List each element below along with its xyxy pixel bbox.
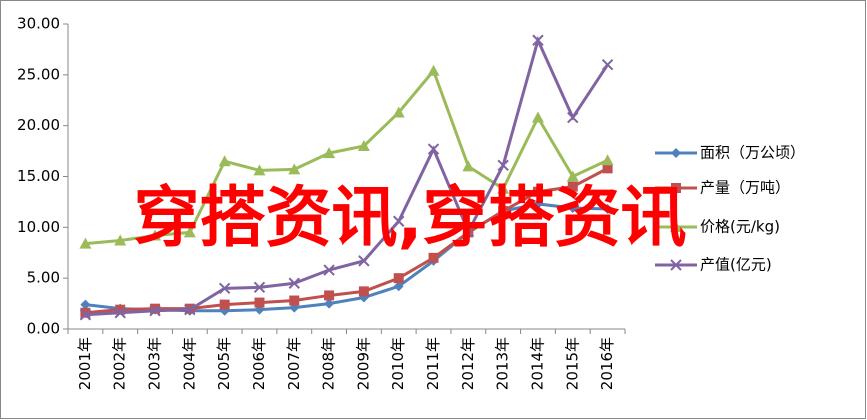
data-point: [79, 237, 92, 249]
data-point: [149, 229, 162, 241]
x-tick-label: 2001年: [76, 337, 94, 390]
data-point: [358, 255, 370, 267]
y-tick-label: 20.00: [17, 116, 60, 134]
x-tick-label: 2007年: [285, 337, 303, 390]
data-point: [114, 234, 127, 246]
series-line: [85, 67, 609, 246]
data-point: [428, 252, 439, 263]
x-tick-label: 2003年: [146, 337, 164, 390]
legend-label: 面积（万公顷）: [700, 144, 805, 162]
x-tick-label: 2009年: [354, 337, 372, 390]
data-point: [324, 290, 335, 301]
x-tick-label: 2010年: [389, 337, 407, 390]
data-point: [393, 273, 404, 284]
data-point: [288, 163, 301, 175]
data-point: [219, 299, 230, 310]
legend-marker: [671, 183, 681, 193]
data-point: [567, 111, 579, 124]
x-tick-label: 2013年: [494, 337, 512, 390]
data-point: [497, 159, 509, 172]
legend-marker: [670, 221, 682, 232]
series-line: [85, 35, 609, 317]
x-tick-label: 2002年: [111, 337, 129, 390]
data-point: [114, 307, 126, 319]
data-point: [602, 204, 613, 215]
data-point: [567, 181, 578, 192]
data-point: [393, 281, 404, 292]
data-point: [80, 299, 91, 310]
data-point: [323, 264, 335, 276]
data-point: [357, 140, 370, 151]
data-point: [532, 198, 543, 209]
x-tick-label: 2014年: [528, 337, 546, 390]
data-point: [150, 303, 161, 314]
data-point: [393, 215, 405, 227]
legend-label: 产量（万吨）: [700, 179, 790, 197]
data-point: [392, 106, 405, 118]
x-tick-label: 2016年: [598, 337, 616, 390]
data-point: [149, 304, 161, 317]
data-point: [566, 170, 579, 182]
data-point: [323, 147, 336, 159]
data-point: [497, 182, 510, 194]
data-point: [601, 58, 614, 71]
data-point: [567, 203, 578, 214]
data-point: [462, 160, 475, 172]
data-point: [427, 143, 440, 155]
x-tick-label: 2008年: [320, 337, 338, 390]
data-point: [601, 154, 614, 166]
x-tick-label: 2006年: [250, 337, 268, 390]
data-point: [79, 309, 92, 321]
data-point: [462, 225, 475, 238]
data-point: [254, 297, 265, 308]
legend-marker: [671, 148, 681, 158]
data-point: [253, 281, 266, 294]
data-point: [531, 111, 544, 123]
data-point: [532, 186, 543, 197]
y-tick-label: 30.00: [17, 15, 60, 33]
x-tick-label: 2005年: [215, 337, 233, 390]
data-point: [602, 163, 613, 174]
data-point: [184, 303, 196, 316]
x-tick-label: 2004年: [180, 337, 198, 390]
data-point: [358, 286, 369, 297]
data-point: [289, 295, 300, 306]
x-tick-label: 2011年: [424, 337, 442, 390]
legend-label: 价格(元/kg): [700, 218, 780, 236]
y-tick-label: 15.00: [17, 167, 60, 185]
data-point: [288, 277, 300, 289]
legend-label: 产值(亿元): [700, 256, 772, 274]
data-point: [532, 34, 544, 46]
series-line: [85, 167, 609, 315]
data-point: [80, 307, 91, 318]
data-point: [218, 155, 231, 167]
y-tick-label: 25.00: [17, 65, 60, 83]
x-tick-label: 2015年: [563, 337, 581, 390]
data-point: [498, 206, 509, 217]
y-tick-label: 0.00: [27, 320, 60, 338]
x-tick-label: 2012年: [459, 337, 477, 390]
legend-marker: [670, 259, 682, 271]
watermark: 穿搭资讯,穿搭资讯: [133, 179, 686, 256]
data-point: [253, 164, 266, 176]
y-tick-label: 10.00: [17, 218, 60, 236]
data-point: [218, 282, 231, 295]
y-tick-label: 5.00: [27, 269, 60, 287]
data-point: [183, 226, 196, 238]
data-point: [324, 298, 335, 309]
data-point: [115, 304, 126, 315]
data-point: [427, 64, 440, 76]
